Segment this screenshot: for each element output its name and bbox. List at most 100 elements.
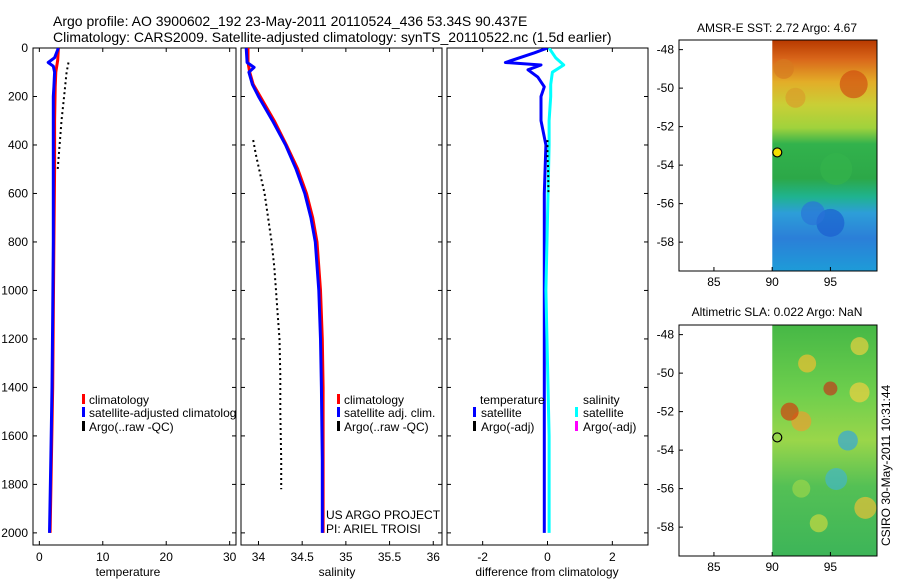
difference-panel: -2 0 2 difference from climatology tempera… xyxy=(446,47,649,579)
lat-tick-label: -54 xyxy=(657,158,675,172)
legend-swatch-argo xyxy=(82,421,85,431)
x-tick-label: 0 xyxy=(544,550,551,564)
legend-label-climatology: climatology xyxy=(344,393,404,407)
creation-stamp: CSIRO 30-May-2011 10:31:44 xyxy=(879,384,893,546)
lon-tick-label: 85 xyxy=(707,275,721,289)
heatmap-blob xyxy=(792,479,811,498)
difference-depth-ticks xyxy=(447,47,648,534)
heatmap-blob xyxy=(820,152,853,185)
sst-map-panel: AMSR-E SST: 2.72 Argo: 4.67 -48 -50 -52 -54… xyxy=(657,21,878,289)
heatmap-blob xyxy=(780,402,799,421)
x-tick-label: 34.5 xyxy=(290,550,314,564)
lon-tick-label: 95 xyxy=(824,275,838,289)
x-tick-label: 2 xyxy=(609,550,616,564)
series-line-satellite-adjusted-climatology xyxy=(46,48,60,533)
sst-map-tick-labels: -48 -50 -52 -54 -56 -58 85 90 95 xyxy=(657,43,838,289)
temperature-axes-frame xyxy=(32,47,237,546)
x-tick-label: 0 xyxy=(36,550,43,564)
difference-series xyxy=(503,48,566,533)
x-tick-label: -2 xyxy=(477,550,488,564)
legend-label-argo: Argo(..raw -QC) xyxy=(344,420,429,434)
sla-argo-marker xyxy=(772,432,783,443)
heatmap-blob xyxy=(839,70,868,99)
lat-tick-label: -50 xyxy=(657,366,675,380)
temperature-legend: climatology satellite-adjusted climatolo… xyxy=(82,393,236,434)
depth-tick-label: 400 xyxy=(8,138,28,152)
depth-tick-label: 1200 xyxy=(1,332,28,346)
sst-map-title: AMSR-E SST: 2.72 Argo: 4.67 xyxy=(697,21,857,35)
salinity-tick-labels: 34 34.5 35 35.5 36 xyxy=(252,48,440,564)
lat-tick-label: -56 xyxy=(657,197,675,211)
salinity-xlabel: salinity xyxy=(319,565,356,579)
x-tick-label: 36 xyxy=(427,550,441,564)
legend-swatch-sal-argo xyxy=(575,421,578,431)
heatmap-blob xyxy=(837,430,858,451)
argo-position-marker xyxy=(772,147,783,158)
sla-map-tick-labels: -48 -50 -52 -54 -56 -58 85 90 95 xyxy=(657,328,838,574)
argo-position-marker xyxy=(772,432,783,443)
lat-tick-label: -58 xyxy=(657,520,675,534)
lon-tick-label: 85 xyxy=(707,560,721,574)
sst-argo-marker xyxy=(772,147,783,158)
x-tick-label: 30 xyxy=(223,550,237,564)
salinity-series xyxy=(244,48,325,533)
sst-heatmap-field xyxy=(772,40,877,271)
temperature-xlabel: temperature xyxy=(96,565,161,579)
depth-tick-label: 800 xyxy=(8,235,28,249)
lat-tick-label: -58 xyxy=(657,235,675,249)
sla-map-panel: Altimetric SLA: 0.022 Argo: NaN -48 -50 -5… xyxy=(657,305,878,574)
depth-tick-label: 600 xyxy=(8,186,28,200)
lat-tick-label: -52 xyxy=(657,405,675,419)
depth-tick-label: 200 xyxy=(8,89,28,103)
depth-tick-label: 1400 xyxy=(1,380,28,394)
salinity-depth-ticks xyxy=(241,47,442,534)
legend-label-argo: Argo(..raw -QC) xyxy=(89,420,174,434)
project-annotation-line-1: US ARGO PROJECT xyxy=(326,508,441,522)
heatmap-blob xyxy=(785,87,806,108)
lat-tick-label: -56 xyxy=(657,482,675,496)
heatmap-blob xyxy=(798,354,817,373)
series-line-argo-raw-qc- xyxy=(56,62,70,170)
legend-swatch-satellite-adjusted xyxy=(82,407,85,417)
x-tick-label: 34 xyxy=(252,550,266,564)
temperature-panel: 0 200 400 600 800 1000 1200 1400 1600 1800 2000 0 1… xyxy=(1,41,237,579)
temperature-series xyxy=(46,48,70,533)
x-tick-label: 35 xyxy=(339,550,353,564)
legend-swatch-satellite-adj xyxy=(337,407,340,417)
series-line-satellite-adj-clim- xyxy=(244,48,324,533)
series-line-temperature-satellite xyxy=(503,48,549,533)
lon-tick-label: 90 xyxy=(765,560,779,574)
difference-tick-labels: -2 0 2 xyxy=(477,48,616,564)
legend-swatch-argo xyxy=(337,421,340,431)
salinity-legend: climatology satellite adj. clim. Argo(..… xyxy=(337,393,435,434)
heatmap-blob xyxy=(773,58,794,79)
lat-tick-label: -48 xyxy=(657,328,675,342)
header-line-2: Climatology: CARS2009. Satellite-adjuste… xyxy=(53,29,612,45)
depth-tick-label: 1600 xyxy=(1,429,28,443)
salinity-axes-frame xyxy=(240,47,443,546)
series-line-salinity-argo-adj- xyxy=(546,140,550,194)
legend-swatch-climatology xyxy=(82,394,85,404)
depth-tick-label: 1800 xyxy=(1,477,28,491)
temperature-tick-labels: 0 10 20 30 xyxy=(36,48,237,564)
legend-swatch-temp-argo xyxy=(473,421,476,431)
depth-tick-labels: 0 200 400 600 800 1000 1200 1400 1600 1800 2000 xyxy=(1,41,236,540)
legend-label-satellite-adj: satellite adj. clim. xyxy=(344,406,435,420)
lat-tick-label: -50 xyxy=(657,81,675,95)
heatmap-blob xyxy=(800,201,825,226)
heatmap-blob xyxy=(823,381,838,396)
x-tick-label: 10 xyxy=(96,550,110,564)
difference-xlabel: difference from climatology xyxy=(475,565,618,579)
difference-legend: temperature satellite Argo(-adj) salinit… xyxy=(473,393,636,434)
heatmap-blob xyxy=(825,468,848,490)
depth-tick-label: 0 xyxy=(21,41,28,55)
lon-tick-label: 95 xyxy=(824,560,838,574)
sla-map-title: Altimetric SLA: 0.022 Argo: NaN xyxy=(692,305,863,319)
lon-tick-label: 90 xyxy=(765,275,779,289)
legend-label-sal-argo: Argo(-adj) xyxy=(583,420,636,434)
x-tick-label: 35.5 xyxy=(378,550,402,564)
project-annotation-line-2: PI: ARIEL TROISI xyxy=(326,522,421,536)
lat-tick-label: -52 xyxy=(657,120,675,134)
salinity-panel: 34 34.5 35 35.5 36 salinity climatology sate… xyxy=(240,47,443,579)
